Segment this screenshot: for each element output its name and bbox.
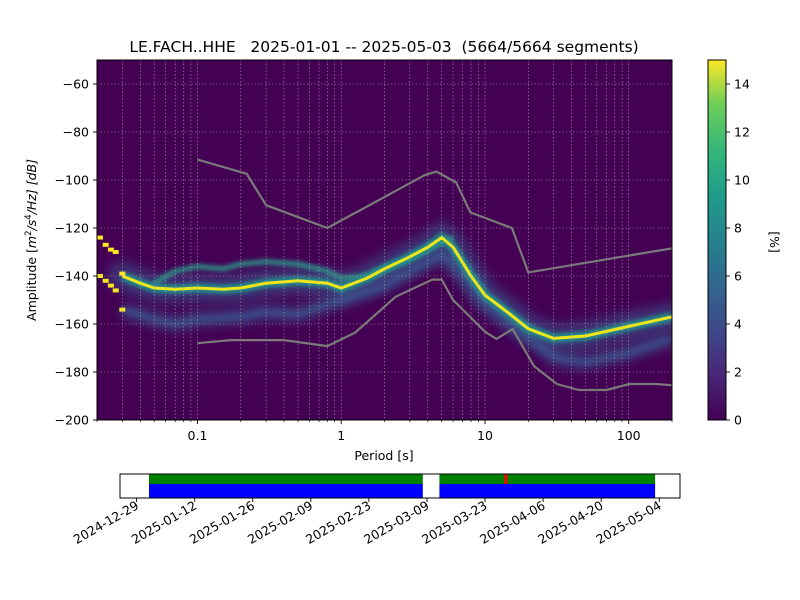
colorbar-tick-label: 14 bbox=[734, 77, 750, 92]
colorbar: 0 2 4 6 8 10 12 14 [%] bbox=[707, 59, 782, 428]
y-tick-label: −180 bbox=[55, 365, 89, 380]
colorbar-tick-label: 10 bbox=[734, 173, 750, 188]
x-tick-label: 0.1 bbox=[188, 428, 208, 443]
timeline-tick-label: 2025-01-12 bbox=[129, 498, 199, 547]
spike-mark bbox=[112, 250, 119, 254]
y-tick-label: −100 bbox=[55, 173, 89, 188]
timeline-tick-label: 2025-02-23 bbox=[303, 498, 373, 547]
timeline-tick-label: 2024-12-29 bbox=[71, 498, 141, 547]
timeline-tick-label: 2025-03-09 bbox=[361, 498, 431, 547]
timeline-tick-label: 2025-04-20 bbox=[535, 498, 605, 547]
colorbar-tick-label: 4 bbox=[734, 317, 742, 332]
timeline-tick-label: 2025-01-26 bbox=[187, 498, 257, 547]
y-tick-label: −160 bbox=[55, 317, 89, 332]
y-tick-label: −140 bbox=[55, 269, 89, 284]
timeline-tick-label: 2025-05-04 bbox=[593, 498, 663, 547]
y-tick-label: −120 bbox=[55, 221, 89, 236]
noise-model-low-line bbox=[197, 278, 672, 392]
coverage-bar bbox=[439, 484, 656, 498]
y-axis-label: Amplitude [m2/s4/Hz] [dB] bbox=[24, 159, 39, 321]
colorbar-tick-label: 6 bbox=[734, 269, 742, 284]
colorbar-tick-label: 8 bbox=[734, 221, 742, 236]
noise-model-high-line bbox=[197, 158, 672, 274]
spike-mark bbox=[107, 247, 114, 252]
y-tick-label: −80 bbox=[63, 125, 89, 140]
spike-mark bbox=[97, 235, 103, 240]
spike-mark bbox=[97, 274, 103, 278]
spike-mark bbox=[112, 288, 119, 293]
timeline-tick-label: 2025-04-06 bbox=[477, 498, 547, 547]
x-tick-label: 1 bbox=[337, 428, 345, 443]
gap-marker bbox=[504, 474, 508, 484]
processed-bar bbox=[439, 474, 656, 484]
coverage-bar bbox=[149, 484, 423, 498]
y-axis: −200 −180 −160 −140 −120 −100 −80 −60 bbox=[55, 77, 97, 428]
timeline-frame bbox=[119, 473, 681, 499]
timeline-tick-label: 2025-02-09 bbox=[245, 498, 315, 547]
processed-bar bbox=[149, 474, 423, 484]
coverage-timeline: 2024-12-292025-01-122025-01-262025-02-09… bbox=[71, 473, 681, 547]
colorbar-gradient bbox=[707, 59, 727, 421]
colorbar-label: [%] bbox=[767, 231, 782, 253]
lower-ridge bbox=[121, 252, 672, 364]
spike-mark bbox=[102, 278, 109, 283]
colorbar-tick-label: 2 bbox=[734, 365, 742, 380]
spike-mark bbox=[102, 242, 109, 247]
psd-heatmap-plot: 0.1 1 10 100 −200 −180 −160 −140 −120 −100 −80 −60… bbox=[24, 59, 673, 463]
colorbar-ticks: 0 2 4 6 8 10 12 14 bbox=[726, 77, 750, 428]
spike-mark bbox=[107, 283, 114, 288]
y-tick-label: −60 bbox=[63, 77, 89, 92]
colorbar-tick-label: 0 bbox=[734, 413, 742, 428]
colorbar-tick-label: 12 bbox=[734, 125, 750, 140]
x-tick-label: 100 bbox=[617, 428, 641, 443]
noise-model-layer bbox=[197, 158, 672, 392]
chart-title: LE.FACH..HHE 2025-01-01 -- 2025-05-03 (5… bbox=[129, 38, 638, 56]
timeline-bars bbox=[149, 474, 656, 498]
grid-layer bbox=[97, 60, 672, 420]
x-axis-label: Period [s] bbox=[354, 448, 413, 463]
x-axis: 0.1 1 10 100 bbox=[96, 420, 673, 443]
y-tick-label: −200 bbox=[55, 413, 89, 428]
timeline-ticks: 2024-12-292025-01-122025-01-262025-02-09… bbox=[71, 498, 664, 547]
timeline-tick-label: 2025-03-23 bbox=[419, 498, 489, 547]
x-tick-label: 10 bbox=[477, 428, 493, 443]
